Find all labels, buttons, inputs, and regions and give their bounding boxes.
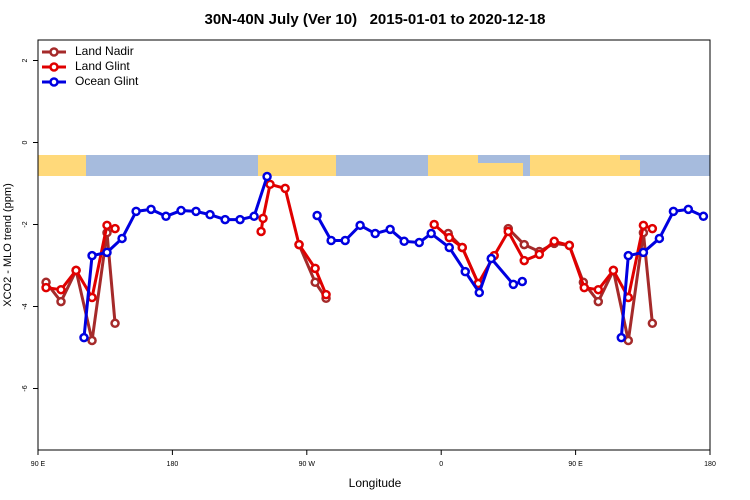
data-point: [534, 249, 545, 260]
data-point: [102, 247, 112, 258]
data-point: [110, 318, 120, 329]
data-point: [593, 296, 604, 307]
data-point: [647, 318, 658, 329]
legend-label: Ocean Glint: [75, 74, 139, 88]
land: [38, 155, 86, 176]
data-point: [220, 214, 230, 225]
data-point: [549, 236, 559, 247]
data-point: [564, 240, 575, 251]
data-point: [310, 277, 320, 288]
data-point: [161, 211, 171, 222]
y-tick-label: 2: [22, 58, 29, 62]
data-point: [56, 296, 66, 307]
chart-title: 30N-40N July (Ver 10) 2015-01-01 to 2020…: [204, 11, 545, 28]
data-point: [414, 237, 424, 248]
land: [530, 155, 620, 176]
data-point: [429, 219, 439, 230]
x-tick-label: 90 E: [568, 461, 583, 468]
legend-label: Land Glint: [75, 59, 130, 73]
data-point: [294, 239, 304, 250]
data-point: [326, 235, 336, 246]
land: [620, 160, 640, 176]
data-point: [256, 226, 266, 237]
legend-marker: [49, 62, 59, 72]
y-tick-label: -4: [22, 303, 29, 309]
data-point: [41, 282, 51, 293]
data-point: [321, 289, 331, 300]
data-point: [355, 220, 365, 231]
x-tick-label: 180: [704, 461, 716, 468]
data-point: [623, 250, 634, 261]
data-point: [426, 228, 436, 239]
data-point: [519, 255, 529, 266]
data-point: [235, 214, 245, 225]
plot-frame: [37, 39, 711, 451]
data-point: [698, 211, 709, 222]
data-point: [654, 233, 665, 244]
data-point: [638, 247, 649, 258]
data-point: [668, 206, 679, 217]
data-point: [460, 266, 470, 277]
data-point: [474, 287, 485, 298]
data-point: [258, 213, 268, 224]
y-tick-label: -2: [22, 221, 29, 227]
land: [258, 155, 336, 176]
data-point: [280, 183, 290, 194]
data-point: [87, 250, 97, 261]
data-point: [399, 236, 409, 247]
land: [428, 155, 478, 176]
legend-marker: [49, 77, 59, 87]
data-point: [457, 242, 468, 253]
data-point: [312, 210, 322, 221]
data-point: [519, 239, 529, 250]
data-point: [265, 179, 275, 190]
data-point: [647, 223, 658, 234]
land: [478, 163, 523, 176]
data-point: [205, 209, 215, 220]
legend-label: Land Nadir: [75, 44, 134, 58]
data-point: [110, 223, 120, 234]
x-tick-label: 180: [167, 461, 179, 468]
map-band: [38, 155, 710, 176]
data-point: [593, 284, 604, 295]
data-point: [616, 332, 627, 343]
data-point: [146, 204, 156, 215]
data-point: [517, 276, 528, 287]
data-point: [79, 332, 89, 343]
data-point: [608, 265, 619, 276]
x-axis-label: Longitude: [349, 476, 402, 490]
data-point: [444, 242, 455, 253]
x-tick-label: 0: [439, 461, 443, 468]
data-point: [683, 204, 694, 215]
data-point: [71, 265, 81, 276]
data-point: [638, 220, 649, 231]
y-tick-label: -6: [22, 385, 29, 391]
data-point: [486, 253, 496, 264]
data-point: [249, 211, 259, 222]
x-tick-label: 90 E: [31, 461, 46, 468]
data-point: [503, 226, 514, 237]
data-point: [56, 284, 66, 295]
data-point: [117, 233, 127, 244]
data-point: [191, 206, 201, 217]
data-point: [370, 228, 380, 239]
y-tick-label: 0: [22, 140, 29, 144]
data-point: [579, 282, 590, 293]
data-point: [102, 220, 112, 231]
data-point: [262, 171, 272, 182]
x-tick-label: 90 W: [299, 461, 316, 468]
data-point: [87, 335, 97, 346]
y-axis-label: XCO2 - MLO trend (ppm): [2, 183, 14, 306]
data-point: [340, 235, 350, 246]
data-point: [310, 263, 320, 274]
data-point: [508, 279, 519, 290]
data-point: [385, 224, 395, 235]
data-point: [176, 205, 186, 216]
legend-marker: [49, 47, 59, 57]
data-point: [444, 232, 455, 243]
data-point: [131, 206, 141, 217]
